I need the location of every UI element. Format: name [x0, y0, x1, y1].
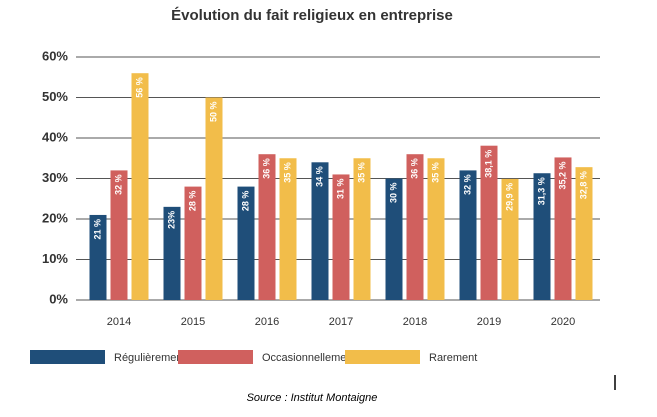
data-label: 35 %	[430, 162, 440, 183]
y-tick-label: 60%	[42, 48, 68, 63]
bar	[332, 174, 350, 300]
data-label: 28 %	[187, 191, 197, 212]
bar	[89, 214, 107, 300]
bar	[205, 97, 223, 300]
data-label: 56 %	[134, 77, 144, 98]
x-tick-label: 2018	[403, 316, 427, 328]
bar	[459, 170, 477, 300]
data-label: 21 %	[92, 219, 102, 240]
data-label: 35,2 %	[557, 161, 567, 189]
x-tick-label: 2019	[477, 316, 501, 328]
bar	[311, 162, 329, 300]
y-tick-label: 10%	[42, 251, 68, 266]
data-label: 31,3 %	[536, 177, 546, 205]
legend-swatch	[345, 350, 420, 364]
bar	[237, 186, 255, 300]
x-tick-label: 2020	[551, 316, 575, 328]
data-label: 50 %	[208, 102, 218, 123]
source: Source : Institut Montaigne	[247, 392, 378, 404]
bar	[427, 158, 445, 300]
bar	[406, 154, 424, 300]
legend-label: Rarement	[429, 352, 477, 364]
data-label: 28 %	[240, 191, 250, 212]
bar	[501, 178, 519, 300]
y-tick-label: 0%	[49, 291, 68, 306]
data-label: 38,1 %	[483, 150, 493, 178]
legend-label: Occasionnellement	[262, 352, 356, 364]
bar	[258, 154, 276, 300]
legend-swatch	[178, 350, 253, 364]
bar	[279, 158, 297, 300]
bar	[554, 157, 572, 300]
legend-swatch	[30, 350, 105, 364]
bar	[163, 206, 181, 300]
bar	[110, 170, 128, 300]
data-label: 23%	[166, 211, 176, 229]
x-tick-label: 2016	[255, 316, 279, 328]
data-label: 29,9 %	[504, 183, 514, 211]
y-tick-label: 30%	[42, 170, 68, 185]
data-label: 32 %	[113, 174, 123, 195]
y-tick-label: 20%	[42, 210, 68, 225]
y-tick-label: 40%	[42, 129, 68, 144]
y-tick-label: 50%	[42, 89, 68, 104]
data-label: 35 %	[356, 162, 366, 183]
data-label: 32,8 %	[578, 171, 588, 199]
data-label: 35 %	[282, 162, 292, 183]
bar	[353, 158, 371, 300]
chart-title: Évolution du fait religieux en entrepris…	[171, 7, 453, 24]
data-label: 31 %	[335, 178, 345, 199]
bar	[385, 178, 403, 300]
bar	[131, 73, 149, 300]
x-tick-label: 2017	[329, 316, 353, 328]
data-label: 36 %	[409, 158, 419, 179]
legend-label: Régulièrement	[114, 352, 186, 364]
data-label: 36 %	[261, 158, 271, 179]
x-tick-label: 2015	[181, 316, 205, 328]
bar	[533, 173, 551, 300]
data-label: 30 %	[388, 183, 398, 204]
data-label: 34 %	[314, 166, 324, 187]
x-tick-label: 2014	[107, 316, 131, 328]
data-label: 32 %	[462, 174, 472, 195]
bar	[480, 145, 498, 300]
bar	[184, 186, 202, 300]
bar	[575, 167, 593, 300]
